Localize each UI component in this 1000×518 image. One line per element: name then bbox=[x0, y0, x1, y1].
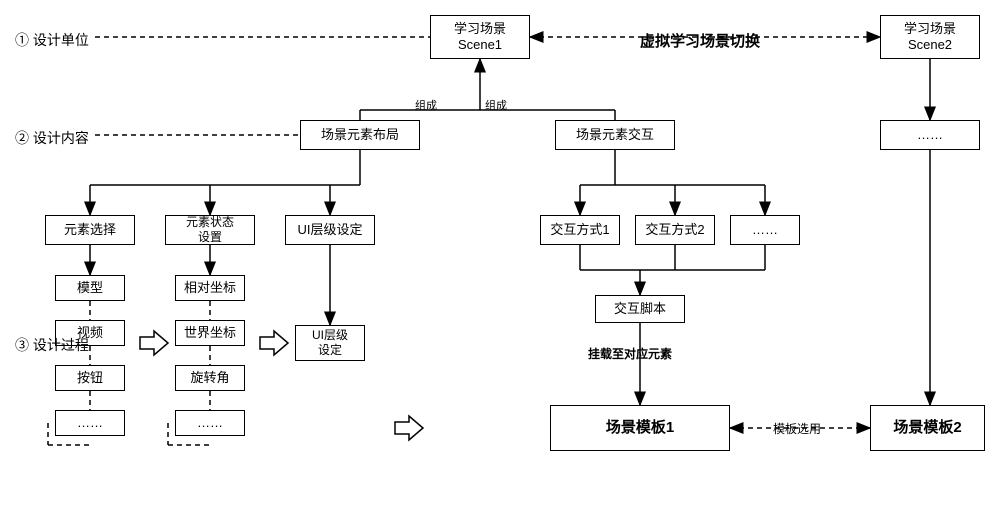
node-model: 模型 bbox=[55, 275, 125, 301]
node-template1: 场景模板1 bbox=[550, 405, 730, 451]
label-tplSelect: 模板选用 bbox=[773, 420, 821, 437]
node-script: 交互脚本 bbox=[595, 295, 685, 323]
label-compose1: 组成 bbox=[415, 97, 437, 113]
node-moreEl: …… bbox=[55, 410, 125, 436]
node-interactBox: 场景元素交互 bbox=[555, 120, 675, 150]
node-scene1: 学习场景Scene1 bbox=[430, 15, 530, 59]
label-designProcess: ③ 设计过程 bbox=[15, 335, 89, 355]
label-virtSwitch: 虚拟学习场景切换 bbox=[640, 30, 760, 51]
label-mount: 挂载至对应元素 bbox=[588, 345, 672, 362]
node-layoutBox: 场景元素布局 bbox=[300, 120, 420, 150]
node-scene2: 学习场景Scene2 bbox=[880, 15, 980, 59]
node-inter1: 交互方式1 bbox=[540, 215, 620, 245]
node-template2: 场景模板2 bbox=[870, 405, 985, 451]
label-compose2: 组成 bbox=[485, 97, 507, 113]
node-inter2: 交互方式2 bbox=[635, 215, 715, 245]
node-relCoord: 相对坐标 bbox=[175, 275, 245, 301]
node-button: 按钮 bbox=[55, 365, 125, 391]
label-designUnit: ① 设计单位 bbox=[15, 30, 89, 50]
node-moreState: …… bbox=[175, 410, 245, 436]
node-scene2child: …… bbox=[880, 120, 980, 150]
node-elSelect: 元素选择 bbox=[45, 215, 135, 245]
node-interMore: …… bbox=[730, 215, 800, 245]
node-worldCoord: 世界坐标 bbox=[175, 320, 245, 346]
node-uiLevel1: UI层级设定 bbox=[285, 215, 375, 245]
node-uiLevel2: UI层级设定 bbox=[295, 325, 365, 361]
node-elState: 元素状态设置 bbox=[165, 215, 255, 245]
node-rotAngle: 旋转角 bbox=[175, 365, 245, 391]
label-designContent: ② 设计内容 bbox=[15, 128, 89, 148]
diagram-edges bbox=[0, 0, 1000, 518]
